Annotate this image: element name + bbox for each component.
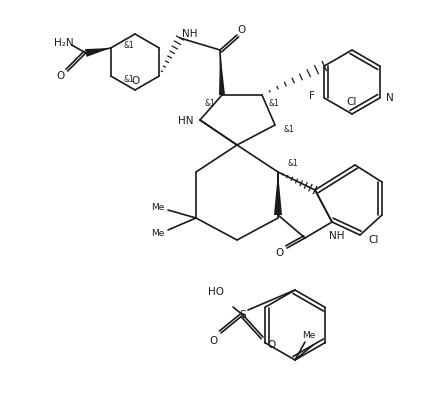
Polygon shape	[274, 172, 282, 215]
Text: &1: &1	[123, 75, 134, 83]
Text: Me: Me	[151, 204, 164, 212]
Text: &1: &1	[284, 125, 294, 135]
Text: H₂N: H₂N	[54, 38, 74, 48]
Text: O: O	[267, 340, 275, 350]
Text: F: F	[309, 91, 315, 101]
Text: NH: NH	[182, 29, 198, 39]
Text: &1: &1	[288, 160, 299, 168]
Text: HN: HN	[178, 116, 194, 126]
Text: O: O	[238, 25, 246, 35]
Text: &1: &1	[269, 98, 279, 108]
Text: HO: HO	[208, 287, 224, 297]
Polygon shape	[85, 48, 111, 57]
Text: NH: NH	[329, 231, 345, 241]
Text: N: N	[386, 93, 394, 103]
Text: S: S	[240, 310, 247, 320]
Text: O: O	[56, 71, 65, 81]
Text: Cl: Cl	[369, 235, 379, 245]
Text: &1: &1	[123, 40, 134, 50]
Text: O: O	[131, 76, 139, 86]
Text: O: O	[276, 248, 284, 258]
Polygon shape	[219, 50, 225, 95]
Text: O: O	[209, 336, 217, 346]
Text: &1: &1	[204, 98, 215, 108]
Text: Me: Me	[151, 229, 164, 237]
Text: Cl: Cl	[347, 97, 357, 107]
Text: Me: Me	[302, 330, 316, 339]
